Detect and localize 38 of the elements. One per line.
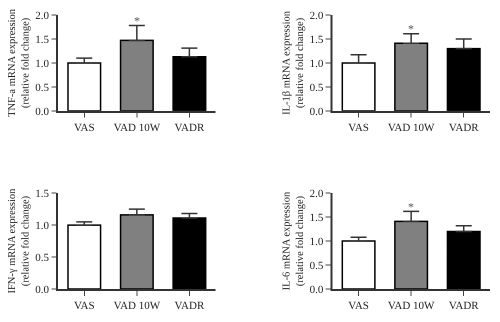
- x-tick-label: VAS: [348, 300, 369, 312]
- y-tick-label: 2.0: [310, 188, 324, 200]
- y-tick-label: 1.5: [35, 188, 50, 200]
- y-tick-label: 1.0: [35, 58, 50, 70]
- x-tick-label: VAD 10W: [114, 300, 161, 312]
- x-tick-label: VADR: [174, 122, 205, 134]
- y-tick-label: 0.0: [310, 284, 324, 296]
- y-tick-label: 1.5: [35, 34, 50, 46]
- x-tick-label: VAS: [348, 122, 369, 134]
- y-tick-label: 2.0: [310, 10, 324, 22]
- x-tick-label: VAD 10W: [388, 122, 436, 134]
- y-tick-label: 0.0: [35, 284, 50, 296]
- y-axis-title: IL-1β mRNA expression (relative fold change): [281, 10, 306, 115]
- y-tick-label: 0.5: [310, 260, 324, 272]
- annotation: *: [134, 14, 140, 28]
- x-tick-label: VAS: [74, 122, 95, 134]
- y-tick-label: 1.5: [310, 34, 324, 46]
- x-tick-label: VAD 10W: [114, 122, 161, 134]
- x-tick-label: VAS: [74, 300, 95, 312]
- y-tick-label: 1.0: [310, 236, 324, 248]
- y-tick-label: 0.5: [310, 82, 324, 94]
- y-axis-title: TNF-a mRNA expression (relative fold change): [6, 8, 32, 117]
- y-tick-label: 0.5: [35, 252, 50, 264]
- y-tick-label: 1.5: [310, 212, 324, 224]
- y-tick-label: 0.0: [310, 106, 324, 118]
- y-tick-label: 1.0: [35, 220, 50, 232]
- x-tick-label: VADR: [448, 122, 480, 134]
- annotation: *: [408, 200, 414, 214]
- y-axis-title: IFN-γ mRNA expression (relative fold change): [6, 188, 32, 294]
- y-tick-label: 1.0: [310, 58, 324, 70]
- x-tick-label: VAD 10W: [388, 300, 436, 312]
- y-tick-label: 2.0: [35, 10, 50, 22]
- annotation: *: [408, 22, 414, 36]
- y-axis-title: IL-6 mRNA expression (relative fold change): [281, 191, 306, 290]
- y-tick-label: 0.0: [35, 106, 50, 118]
- x-tick-label: VADR: [448, 300, 480, 312]
- y-tick-label: 0.5: [35, 82, 50, 94]
- x-tick-label: VADR: [174, 300, 205, 312]
